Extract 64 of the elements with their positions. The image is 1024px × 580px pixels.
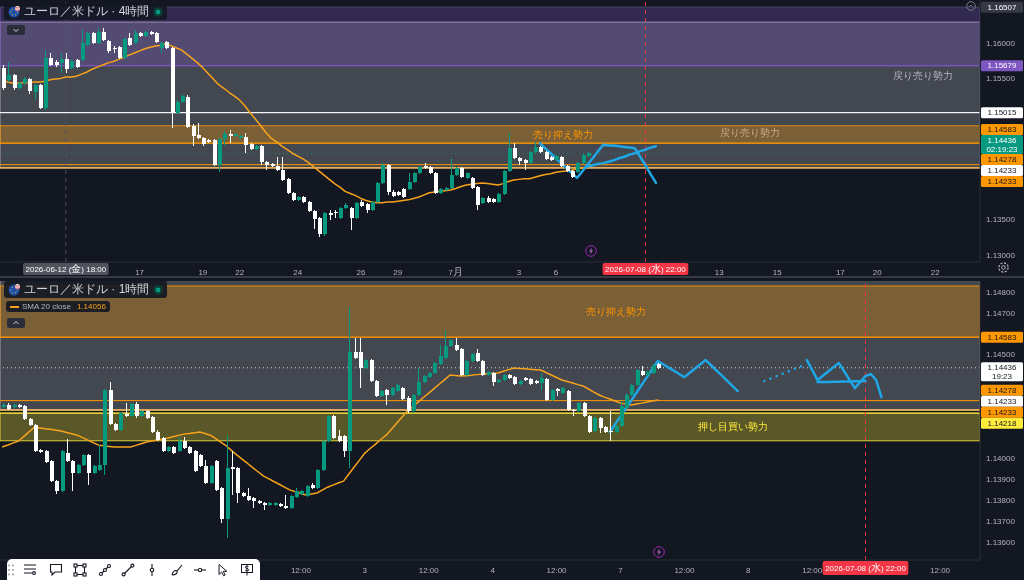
ref-line-label: 1.16507	[987, 2, 1018, 12]
x-tick-label: 2026-07-08 (水) 22:00	[605, 263, 687, 274]
x-tick-label: 7月	[448, 266, 463, 277]
band-label: 戻り売り勢力	[719, 126, 780, 138]
x-tick-label: 3	[516, 268, 522, 277]
ref-line-label: 1.14233	[987, 408, 1018, 418]
x-tick-label: 17	[835, 268, 846, 277]
ref-line-label: 1.15015	[987, 108, 1018, 118]
ref-line-label: 1.14233	[987, 397, 1018, 407]
y-tick-label: 1.14000	[986, 454, 1016, 464]
band-label: 押し目買い勢力	[698, 421, 769, 433]
ref-line-label: 1.14278	[987, 155, 1018, 165]
ref-line-label: 1.14583	[987, 125, 1018, 135]
band-label: 戻り売り勢力	[893, 69, 954, 81]
x-tick-label: 17	[135, 268, 145, 277]
x-tick-label: 12:00	[802, 566, 823, 575]
x-tick-label: 26	[356, 268, 366, 277]
x-tick-label: 24	[293, 268, 303, 277]
x-tick-label: 8	[746, 566, 752, 575]
ref-line-label: 1.14233	[987, 177, 1018, 187]
ref-line-label: 1.14218	[987, 419, 1018, 429]
chart-title: ユーロ／米ドル · 4時間	[24, 4, 150, 19]
y-tick-label: 1.13600	[986, 537, 1016, 547]
x-tick-label: 12:00	[546, 566, 568, 575]
ref-line-label: 1.15679	[987, 61, 1018, 71]
ref-line-label: 1.14436	[987, 136, 1018, 146]
y-tick-label: 1.16000	[986, 38, 1016, 48]
y-tick-label: 1.14500	[986, 350, 1016, 360]
ref-line-label: 1.14436	[987, 363, 1018, 373]
x-tick-label: 3	[362, 566, 368, 575]
band-label: 売り抑え勢力	[532, 128, 593, 140]
y-tick-label: 1.15500	[986, 74, 1016, 84]
x-tick-label: 19	[198, 268, 208, 277]
y-tick-label: 1.14700	[986, 308, 1016, 318]
x-tick-label: 13	[714, 268, 725, 277]
legend-label: SMA 20 close	[21, 302, 71, 311]
text: 19:23	[991, 371, 1013, 381]
x-tick-label: 6	[553, 268, 559, 277]
x-tick-label: 2026-07-08 (水) 22:00	[825, 562, 907, 573]
y-tick-label: 1.14800	[986, 287, 1016, 297]
x-tick-label: 12:00	[290, 566, 312, 575]
ref-line-label: 1.14583	[987, 332, 1018, 342]
x-tick-label: 12:00	[674, 566, 695, 575]
x-tick-label: 29	[393, 268, 403, 277]
annotation: 1.14056	[76, 302, 106, 311]
x-tick-label: 22	[930, 268, 941, 277]
x-tick-label: 2026-06-12 (金) 18:00	[25, 263, 107, 274]
x-tick-label: 15	[772, 268, 783, 277]
y-tick-label: 1.13000	[986, 250, 1016, 260]
text: 02:19:23	[986, 144, 1019, 154]
x-tick-label: 12:00	[930, 566, 951, 575]
x-tick-label: 4	[490, 566, 496, 575]
x-tick-label: 7	[618, 566, 624, 575]
x-tick-label: 22	[235, 268, 245, 277]
ref-line-label: 1.14278	[987, 386, 1018, 396]
y-tick-label: 1.13700	[986, 516, 1016, 526]
x-tick-label: 20	[872, 268, 883, 277]
ref-line-label: 1.14233	[987, 166, 1018, 176]
y-tick-label: 1.13500	[986, 215, 1016, 225]
band-label: 売り抑え勢力	[586, 306, 647, 318]
y-tick-label: 1.13900	[986, 475, 1016, 485]
x-tick-label: 12:00	[418, 566, 440, 575]
y-tick-label: 1.13800	[986, 495, 1016, 505]
chart-title: ユーロ／米ドル · 1時間	[24, 282, 150, 297]
